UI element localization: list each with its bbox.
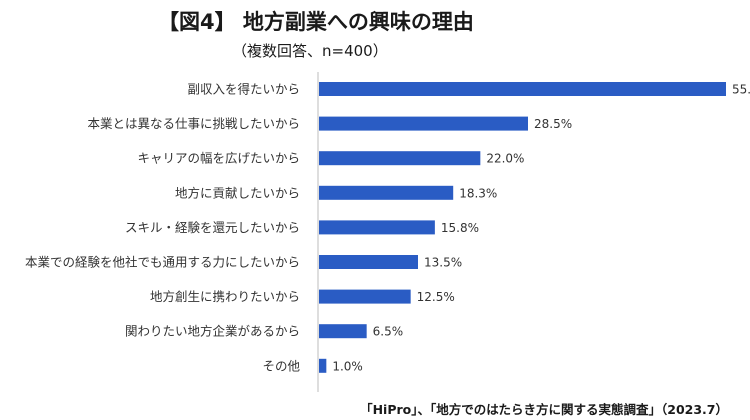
bar — [319, 116, 528, 131]
bar — [319, 289, 411, 304]
value-label: 13.5% — [424, 256, 462, 270]
bar — [319, 255, 418, 269]
category-label: スキル・経験を還元したいから — [125, 220, 300, 235]
chart-subtitle: （複数回答、n=400） — [232, 42, 388, 60]
bar — [319, 151, 481, 166]
value-label: 18.3% — [459, 186, 497, 200]
value-label: 55.5% — [732, 83, 750, 97]
category-label: 本業とは異なる仕事に挑戦したいから — [87, 116, 300, 131]
category-label: 地方に貢献したいから — [175, 185, 300, 200]
value-label: 15.8% — [441, 221, 479, 235]
bar — [319, 82, 726, 96]
value-label: 6.5% — [373, 325, 404, 339]
value-label: 1.0% — [332, 359, 363, 373]
bar — [319, 324, 367, 339]
bar — [319, 185, 454, 200]
category-label: キャリアの幅を広げたいから — [137, 151, 300, 166]
chart-title: 【図4】 地方副業への興味の理由 — [158, 10, 474, 34]
value-label: 28.5% — [534, 117, 572, 131]
category-label: 副収入を得たいから — [187, 82, 300, 97]
bar — [319, 220, 435, 235]
value-label: 12.5% — [417, 290, 455, 304]
value-label: 22.0% — [486, 152, 524, 166]
category-label: 関わりたい地方企業があるから — [125, 324, 300, 339]
source-note: 「HiPro」、「地方でのはたらき方に関する実態調査」（2023.7） — [360, 402, 728, 417]
bar — [319, 358, 327, 373]
category-label: その他 — [262, 358, 300, 373]
category-label: 本業での経験を他社でも通用する力にしたいから — [25, 255, 300, 270]
category-label: 地方創生に携わりたいから — [150, 289, 300, 304]
